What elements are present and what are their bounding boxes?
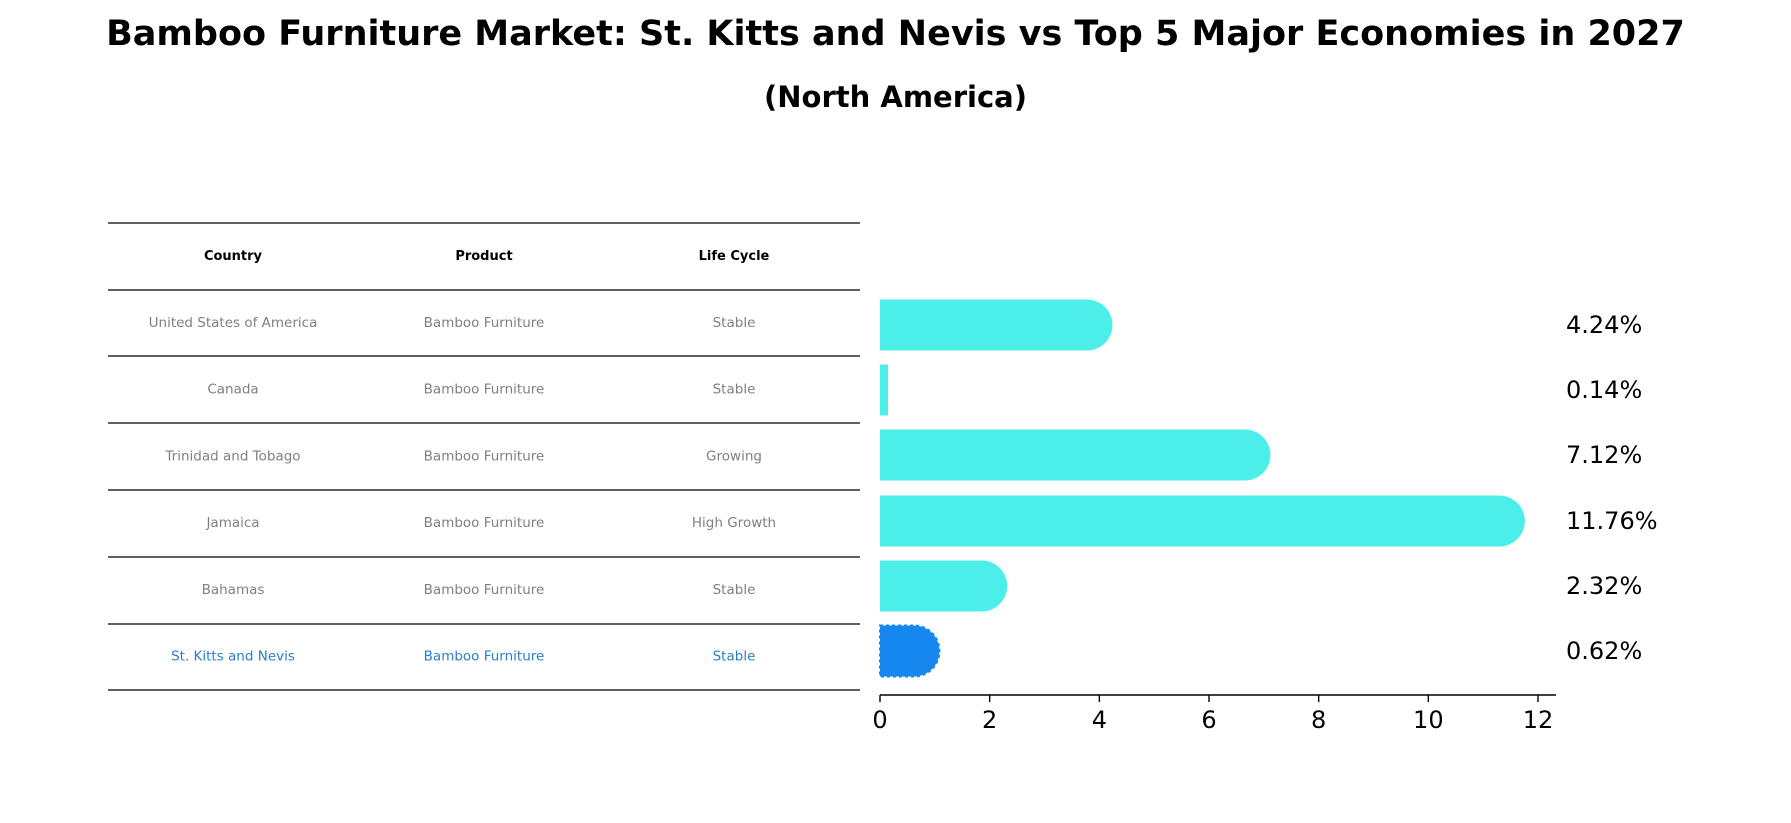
bar [880,429,1271,481]
table-cell: Stable [713,382,756,398]
x-tick-label: 12 [1523,706,1554,734]
bar-value-label: 4.24% [1566,311,1642,339]
table-cell: Growing [706,448,762,464]
table-cell: Bamboo Furniture [424,649,545,665]
chart-title: Bamboo Furniture Market: St. Kitts and N… [106,14,1685,54]
x-tick-label: 0 [872,706,887,734]
bar [880,299,1113,351]
data-table: Country Product Life Cycle United States of… [108,222,860,691]
table-cell: Stable [713,649,756,665]
table-cell: Bamboo Furniture [424,582,545,598]
bar [880,495,1525,547]
bar [880,560,1008,612]
table-cell: Bamboo Furniture [424,382,545,398]
table-cell: Bamboo Furniture [424,315,545,331]
table-cell: Jamaica [205,515,259,531]
table-cell: St. Kitts and Nevis [171,649,295,665]
x-tick-label: 2 [982,706,997,734]
table-header-cell: Country [204,249,263,264]
chart-subtitle: (North America) [764,80,1027,114]
table-header-cell: Life Cycle [699,249,770,264]
table-cell: Bahamas [202,582,265,598]
x-tick-label: 6 [1201,706,1216,734]
x-tick-label: 4 [1092,706,1107,734]
table-cell: Canada [207,382,258,398]
bar-value-label: 0.62% [1566,637,1642,665]
table-cell: Stable [713,582,756,598]
table-cell: Bamboo Furniture [424,448,545,464]
x-axis: 0 2 4 6 8 10 12 [872,694,1556,734]
table-cell: High Growth [692,515,776,531]
bar [879,624,941,678]
table-cell: United States of America [149,315,318,331]
table-cell: Bamboo Furniture [424,515,545,531]
x-tick-label: 10 [1413,706,1444,734]
bar-value-label: 11.76% [1566,507,1658,535]
table-cell: Stable [713,315,756,331]
x-tick-label: 8 [1311,706,1326,734]
bar [880,364,888,416]
bar-series [879,299,1525,678]
table-header-cell: Product [455,249,512,264]
bar-value-label: 2.32% [1566,572,1642,600]
table-cell: Trinidad and Tobago [164,448,300,464]
bar-value-label: 0.14% [1566,376,1642,404]
bar-value-label: 7.12% [1566,441,1642,469]
value-labels: 4.24% 0.14% 7.12% 11.76% 2.32% 0.62% [1566,311,1658,665]
